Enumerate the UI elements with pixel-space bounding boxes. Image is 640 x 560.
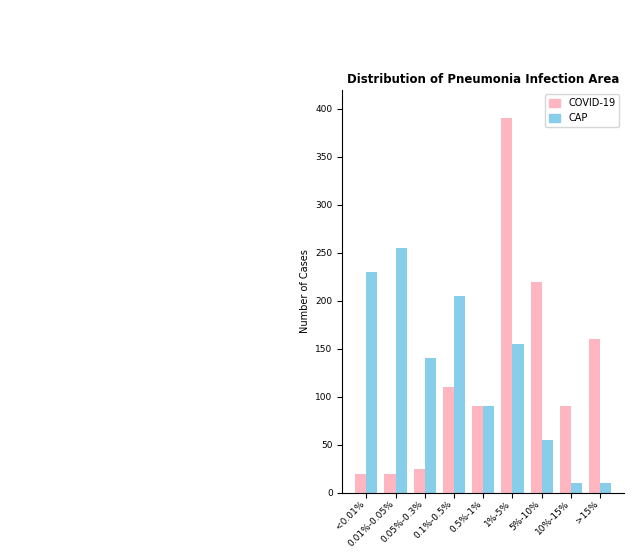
- Y-axis label: Number of Cases: Number of Cases: [300, 249, 310, 333]
- Bar: [355, 474, 366, 493]
- Bar: [385, 474, 396, 493]
- Bar: [483, 407, 494, 493]
- Bar: [501, 118, 513, 493]
- Bar: [472, 407, 483, 493]
- Bar: [425, 358, 436, 493]
- Bar: [560, 407, 571, 493]
- Title: Distribution of Pneumonia Infection Area: Distribution of Pneumonia Infection Area: [347, 73, 620, 86]
- Bar: [589, 339, 600, 493]
- Bar: [571, 483, 582, 493]
- Bar: [396, 248, 406, 493]
- Bar: [443, 387, 454, 493]
- Bar: [366, 272, 378, 493]
- Bar: [413, 469, 425, 493]
- Bar: [541, 440, 553, 493]
- Bar: [600, 483, 611, 493]
- Bar: [454, 296, 465, 493]
- Bar: [513, 344, 524, 493]
- Legend: COVID-19, CAP: COVID-19, CAP: [545, 95, 619, 127]
- Bar: [531, 282, 541, 493]
